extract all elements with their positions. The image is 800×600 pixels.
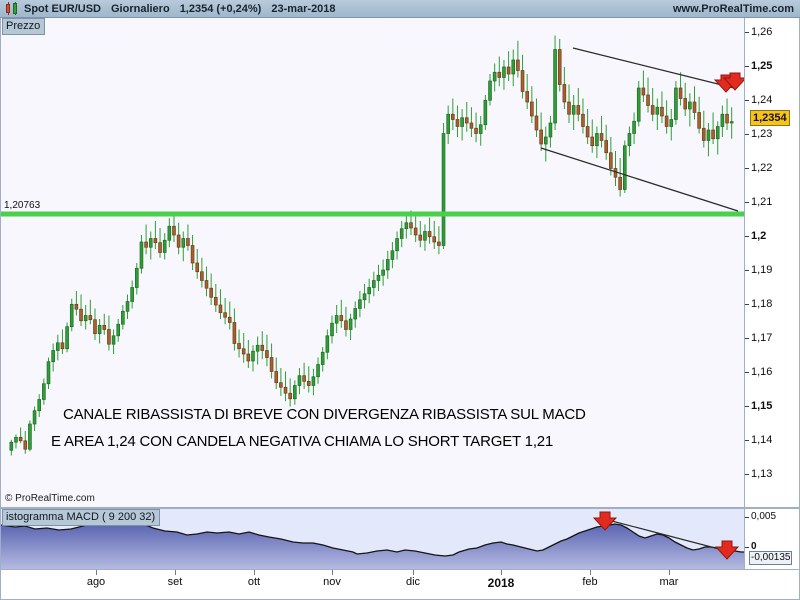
date-tick-mark (96, 570, 97, 575)
date-tick-mark (413, 570, 414, 575)
price-plot-area[interactable]: Prezzo © ProRealTime.com 1,20763 CANALE … (0, 18, 745, 508)
date-tick-mark (669, 570, 670, 575)
macd-divergence-trendline (607, 519, 720, 550)
date-tick-mark (254, 570, 255, 575)
date-tick-mark (501, 570, 502, 575)
date-tick-label: feb (582, 576, 598, 588)
price-pane-tab[interactable]: Prezzo (2, 18, 46, 35)
last-price-tag: 1,2354 (750, 110, 790, 126)
macd-line (1, 520, 744, 557)
quote-date: 23-mar-2018 (271, 2, 336, 15)
price-axis[interactable]: 1,26 1,25 1,24 1,23 1,22 1,21 1,2 1,19 (745, 18, 800, 508)
timeframe-label: Giornaliero (111, 2, 170, 15)
macd-pane-tab[interactable]: istogramma MACD ( 9 200 32) (2, 509, 161, 526)
date-tick-mark (175, 570, 176, 575)
price-pane: Prezzo © ProRealTime.com 1,20763 CANALE … (0, 18, 800, 508)
upper-channel-trendline (572, 47, 735, 89)
date-tick-label: dic (405, 576, 421, 588)
candlestick-series (9, 35, 734, 456)
date-tick-label: mar (659, 576, 679, 588)
date-tick-mark (332, 570, 333, 575)
date-tick-label: ott (247, 576, 261, 588)
title-bar: Spot EUR/USD Giornaliero 1,2354 (+0,24%)… (0, 0, 800, 18)
watermark-label: © ProRealTime.com (5, 493, 95, 504)
price-sell-arrow (713, 72, 744, 93)
date-tick-label: set (167, 576, 183, 588)
macd-pane: istogramma MACD ( 9 200 32) (0, 508, 800, 570)
instrument-name: Spot EUR/USD (24, 2, 101, 15)
date-tick-label: nov (323, 576, 341, 588)
support-price-label: 1,20763 (4, 200, 41, 211)
annotation-line-2: E AREA 1,24 CON CANDELA NEGATIVA CHIAMA … (51, 433, 554, 450)
macd-area-fill (1, 521, 744, 569)
macd-value-tag: -0,00135 (749, 551, 793, 565)
macd-axis[interactable]: 0,005 0 -0,00135 (745, 508, 800, 570)
annotation-line-1: CANALE RIBASSISTA DI BREVE CON DIVERGENZ… (63, 406, 586, 423)
date-axis[interactable]: ago set ott nov dic 2018 feb mar (0, 570, 800, 600)
quote-value: 1,2354 (+0,24%) (179, 2, 262, 15)
macd-plot-area[interactable]: istogramma MACD ( 9 200 32) (0, 508, 745, 570)
macd-last-arrow (714, 540, 740, 560)
candlestick-icon (4, 1, 20, 16)
date-tick-mark (590, 570, 591, 575)
brand-label: www.ProRealTime.com (672, 3, 794, 15)
lower-channel-trendline (540, 147, 739, 212)
macd-peak-arrow (592, 511, 618, 531)
date-tick-label: ago (86, 576, 106, 588)
date-tick-label: 2018 (487, 576, 515, 590)
